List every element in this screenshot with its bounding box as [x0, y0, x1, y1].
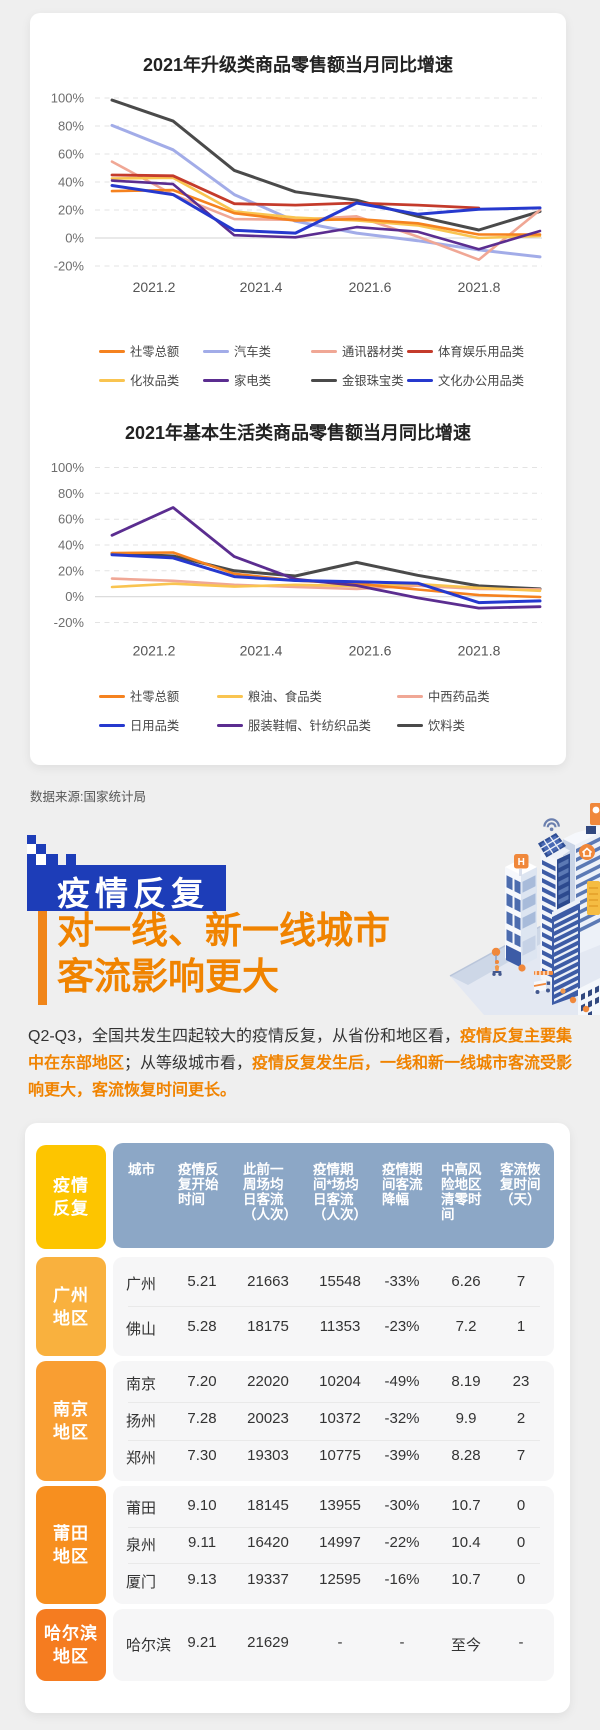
svg-text:2021.4: 2021.4: [240, 643, 283, 659]
svg-text:0%: 0%: [65, 231, 84, 246]
svg-text:2021.2: 2021.2: [133, 279, 176, 295]
svg-text:100%: 100%: [51, 91, 85, 106]
svg-text:2021.6: 2021.6: [349, 643, 392, 659]
svg-text:20%: 20%: [58, 203, 84, 218]
svg-text:80%: 80%: [58, 119, 84, 134]
svg-text:H: H: [518, 857, 525, 868]
svg-text:2021.8: 2021.8: [458, 279, 501, 295]
svg-text:40%: 40%: [58, 538, 84, 553]
svg-text:-20%: -20%: [54, 259, 85, 274]
svg-text:100%: 100%: [51, 460, 85, 475]
svg-text:0%: 0%: [65, 589, 84, 604]
svg-text:60%: 60%: [58, 512, 84, 527]
svg-text:2021.4: 2021.4: [240, 279, 283, 295]
svg-text:40%: 40%: [58, 175, 84, 190]
svg-text:80%: 80%: [58, 486, 84, 501]
svg-text:2021.6: 2021.6: [349, 279, 392, 295]
svg-text:2021.2: 2021.2: [133, 643, 176, 659]
svg-text:2021.8: 2021.8: [458, 643, 501, 659]
svg-text:20%: 20%: [58, 563, 84, 578]
svg-text:60%: 60%: [58, 147, 84, 162]
svg-text:-20%: -20%: [54, 615, 85, 630]
